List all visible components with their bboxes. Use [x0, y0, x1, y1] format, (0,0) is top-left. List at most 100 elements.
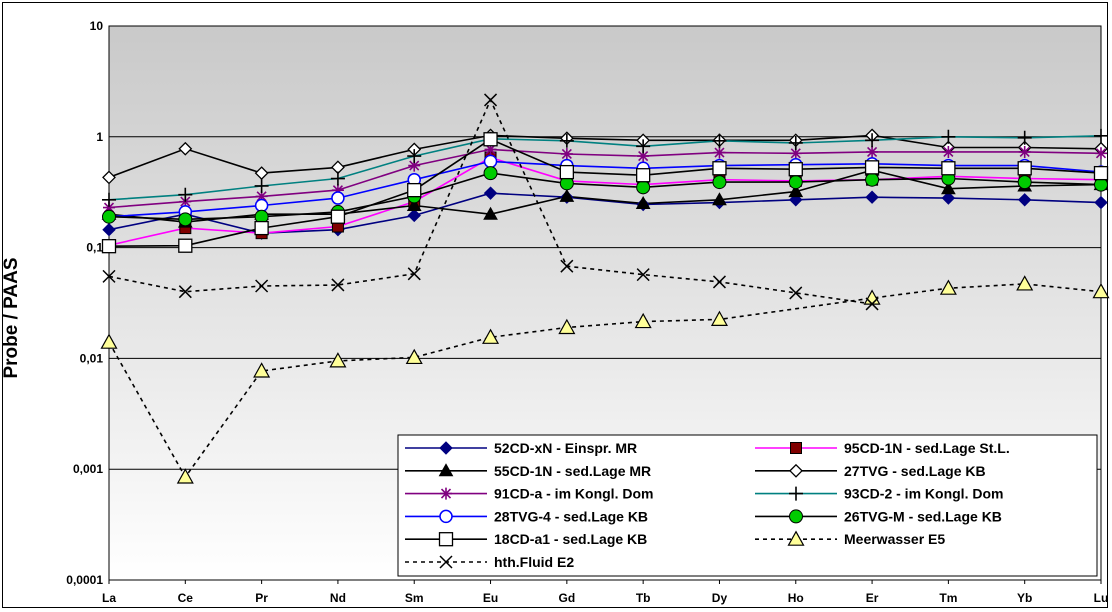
- data-point-series-9: [558, 318, 576, 335]
- series-line-6: [108, 160, 1102, 218]
- series-line-8: [108, 138, 1102, 247]
- legend-marker: [787, 530, 805, 546]
- data-point-series-9: [100, 333, 118, 349]
- data-point-series-9: [710, 310, 728, 326]
- series-line-4: [108, 148, 1102, 209]
- data-point-series-2: [712, 192, 727, 206]
- data-point-series-7: [483, 166, 498, 181]
- data-point-series-5: [559, 133, 574, 148]
- data-point-series-5: [254, 178, 269, 193]
- x-tick-label: Ce: [178, 591, 194, 605]
- legend-marker: [439, 509, 453, 524]
- data-point-series-5: [102, 192, 116, 207]
- x-tick-label: Yb: [1017, 591, 1032, 605]
- data-point-series-6: [331, 191, 345, 205]
- x-tick-label: Pr: [255, 591, 268, 605]
- series-line-3: [108, 134, 1102, 179]
- data-point-series-6: [254, 198, 269, 213]
- data-point-series-2: [483, 206, 498, 220]
- legend-label: hth.Fluid E2: [494, 554, 574, 570]
- data-point-series-4: [637, 150, 650, 163]
- data-point-series-4: [484, 143, 497, 156]
- data-point-series-10: [102, 269, 116, 283]
- data-point-series-5: [788, 135, 803, 150]
- data-point-series-4: [103, 201, 115, 214]
- legend-marker: [439, 441, 453, 455]
- data-point-series-8: [559, 164, 574, 180]
- data-point-series-5: [865, 133, 880, 148]
- data-point-series-8: [483, 132, 498, 147]
- data-point-series-8: [864, 160, 880, 175]
- data-point-series-3: [178, 141, 193, 156]
- data-point-series-0: [941, 191, 956, 205]
- x-tick-label: Tm: [939, 591, 957, 605]
- data-point-series-8: [178, 238, 193, 253]
- data-point-series-7: [865, 172, 880, 187]
- legend-label: 18CD-a1 - sed.Lage KB: [494, 531, 647, 547]
- data-point-series-5: [178, 187, 193, 202]
- data-point-series-7: [712, 175, 727, 190]
- data-point-series-8: [1017, 161, 1032, 176]
- data-point-series-0: [1094, 195, 1108, 210]
- y-tick-label: 0,1: [86, 241, 103, 255]
- legend-label: 91CD-a - im Kongl. Dom: [494, 486, 653, 502]
- y-tick-label: 0,001: [73, 462, 103, 476]
- data-point-series-0: [865, 190, 879, 204]
- y-tick-label: 0,01: [80, 351, 104, 365]
- x-tick-label: Nd: [330, 591, 346, 605]
- data-point-series-2: [941, 181, 956, 195]
- legend-label: 28TVG-4 - sed.Lage KB: [494, 508, 648, 524]
- data-point-series-9: [1092, 282, 1110, 299]
- data-point-series-9: [939, 279, 957, 295]
- series-line-1: [108, 156, 1102, 247]
- x-tick-label: Tb: [636, 591, 651, 605]
- data-point-series-0: [483, 186, 498, 200]
- data-point-series-10: [560, 259, 574, 273]
- data-point-series-8: [712, 161, 727, 176]
- data-point-series-2: [635, 195, 651, 210]
- data-point-series-8: [101, 239, 117, 254]
- legend-label: 55CD-1N - sed.Lage MR: [494, 463, 651, 479]
- data-point-series-8: [407, 182, 422, 198]
- data-point-series-5: [636, 139, 651, 154]
- data-point-series-10: [712, 275, 726, 289]
- legend-label: 27TVG - sed.Lage KB: [844, 463, 986, 479]
- data-point-series-7: [1017, 175, 1032, 190]
- legend-label: 93CD-2 - im Kongl. Dom: [844, 486, 1003, 502]
- data-point-series-4: [789, 147, 802, 160]
- series-line-2: [108, 169, 1102, 223]
- data-point-series-2: [406, 197, 422, 211]
- data-point-series-10: [255, 279, 269, 293]
- data-point-series-4: [866, 145, 879, 158]
- legend-marker: [440, 487, 452, 500]
- data-point-series-10: [865, 297, 879, 311]
- x-tick-label: Sm: [405, 591, 424, 605]
- data-point-series-10: [331, 278, 345, 292]
- legend-marker: [439, 555, 453, 569]
- x-tick-label: Er: [866, 591, 879, 605]
- data-point-series-2: [788, 184, 804, 198]
- data-point-series-0: [102, 223, 116, 237]
- x-tick-label: Gd: [559, 591, 576, 605]
- x-tick-label: Dy: [712, 591, 728, 605]
- series-line-7: [108, 172, 1102, 221]
- data-point-series-5: [1017, 130, 1032, 145]
- data-point-series-9: [176, 468, 194, 484]
- y-tick-label: 1: [96, 130, 103, 144]
- data-point-series-7: [102, 209, 116, 224]
- legend-marker: [789, 509, 803, 524]
- data-point-series-9: [634, 312, 652, 329]
- y-tick-label: 0,0001: [66, 573, 103, 587]
- series-line-5: [108, 135, 1102, 201]
- x-tick-label: Ho: [788, 591, 804, 605]
- data-point-series-6: [483, 154, 498, 169]
- data-point-series-5: [330, 171, 345, 186]
- legend-label: 95CD-1N - sed.Lage St.L.: [844, 440, 1010, 456]
- legend-marker: [790, 442, 802, 454]
- legend-marker: [789, 486, 803, 501]
- x-tick-label: La: [102, 591, 116, 605]
- data-point-series-0: [407, 208, 421, 223]
- data-point-series-10: [636, 268, 650, 282]
